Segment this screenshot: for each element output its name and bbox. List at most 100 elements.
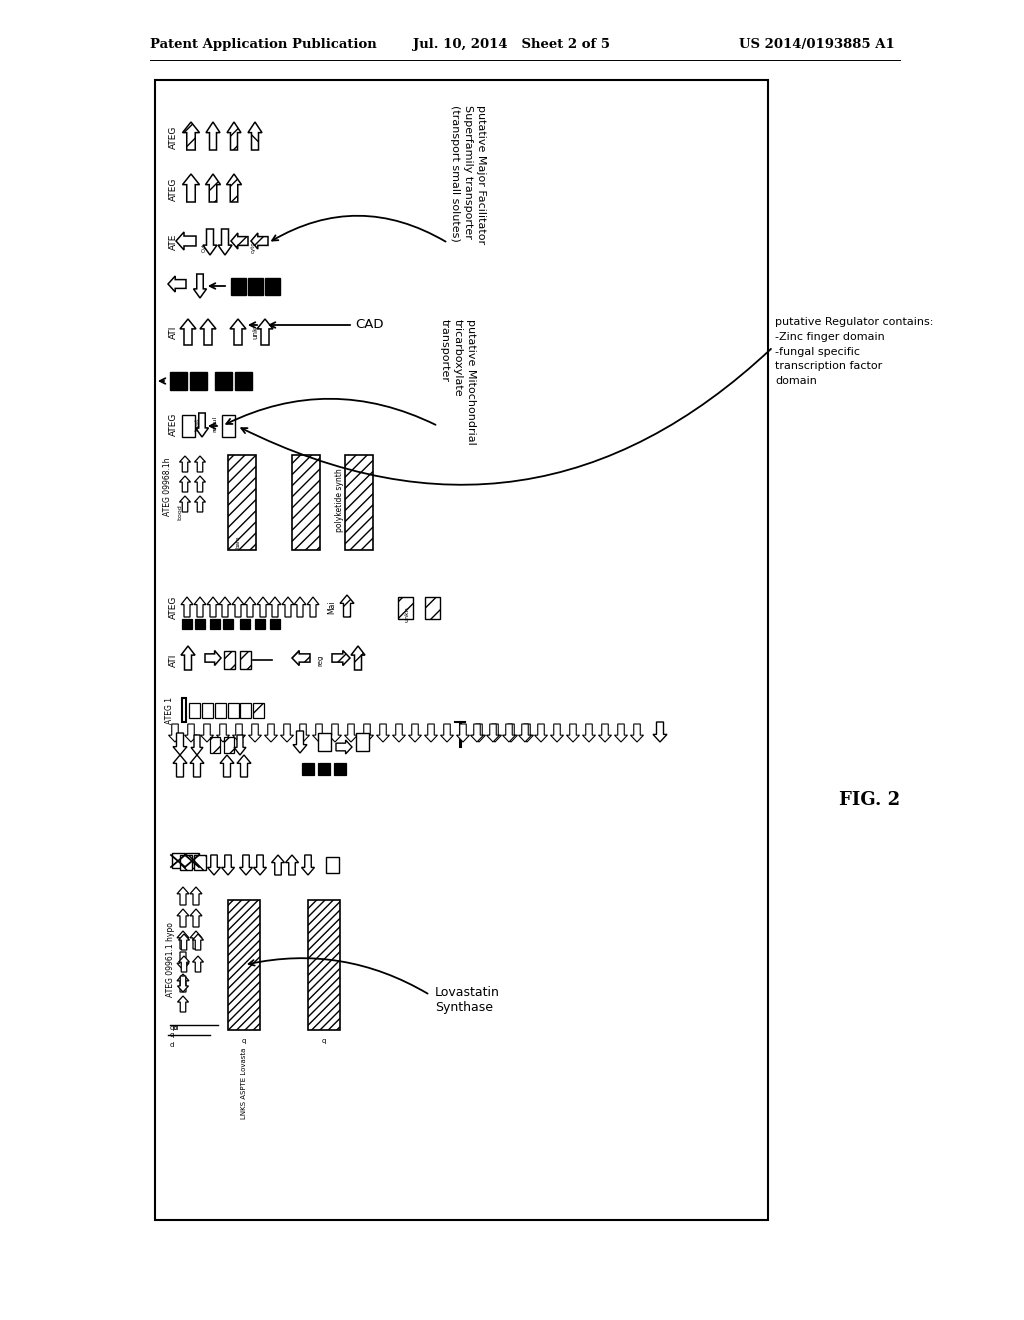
Bar xyxy=(215,704,226,718)
Polygon shape xyxy=(191,735,203,755)
Polygon shape xyxy=(194,275,207,298)
Polygon shape xyxy=(232,597,244,616)
Bar xyxy=(425,597,440,619)
Polygon shape xyxy=(177,975,188,993)
Text: LNKS ASPTE Lovasta: LNKS ASPTE Lovasta xyxy=(241,1048,247,1119)
Bar xyxy=(215,372,232,389)
Bar xyxy=(180,855,193,870)
Polygon shape xyxy=(195,496,206,512)
Polygon shape xyxy=(340,595,354,616)
Text: polyketide synth: polyketide synth xyxy=(336,469,344,532)
Bar xyxy=(202,704,213,718)
Bar xyxy=(222,414,234,437)
Bar xyxy=(224,651,234,669)
Polygon shape xyxy=(614,723,628,742)
Bar xyxy=(265,279,280,294)
Polygon shape xyxy=(180,319,196,345)
Text: unkn: unkn xyxy=(404,606,410,622)
Polygon shape xyxy=(248,121,262,150)
Polygon shape xyxy=(488,723,502,742)
Bar xyxy=(194,855,206,870)
Bar xyxy=(195,619,205,630)
Bar xyxy=(253,704,264,718)
Polygon shape xyxy=(297,723,309,742)
Bar xyxy=(182,698,186,722)
Polygon shape xyxy=(307,597,319,616)
Text: ATEG: ATEG xyxy=(169,125,177,149)
Polygon shape xyxy=(206,174,220,202)
Polygon shape xyxy=(351,645,365,671)
Polygon shape xyxy=(440,723,454,742)
Bar xyxy=(228,704,239,718)
Text: d: d xyxy=(174,1026,178,1031)
Polygon shape xyxy=(249,723,261,742)
Polygon shape xyxy=(177,952,189,970)
Polygon shape xyxy=(216,723,229,742)
Polygon shape xyxy=(282,597,294,616)
Polygon shape xyxy=(218,228,232,255)
Polygon shape xyxy=(231,234,248,249)
Polygon shape xyxy=(179,455,190,473)
Polygon shape xyxy=(203,228,217,255)
Polygon shape xyxy=(206,121,220,150)
Text: reg: reg xyxy=(317,655,323,665)
Polygon shape xyxy=(293,731,307,752)
Text: putative Major Facilitator
Superfamily transporter
(transport small solutes): putative Major Facilitator Superfamily t… xyxy=(450,106,486,244)
Polygon shape xyxy=(566,723,580,742)
Text: unk: unk xyxy=(252,326,258,338)
Polygon shape xyxy=(336,741,352,754)
Text: d: d xyxy=(170,1041,174,1048)
Bar xyxy=(231,279,246,294)
Polygon shape xyxy=(286,855,299,875)
Polygon shape xyxy=(598,723,611,742)
Polygon shape xyxy=(520,723,534,742)
Polygon shape xyxy=(518,723,531,742)
Polygon shape xyxy=(292,651,310,665)
Bar xyxy=(155,81,768,1220)
Polygon shape xyxy=(503,723,515,742)
Polygon shape xyxy=(179,496,190,512)
Polygon shape xyxy=(221,855,234,875)
Bar xyxy=(356,733,369,751)
Polygon shape xyxy=(178,956,189,972)
Text: ATEG: ATEG xyxy=(169,595,177,619)
Polygon shape xyxy=(200,319,216,345)
Bar xyxy=(228,455,256,550)
Text: putative Mitochondrial
tricarboxylate
transporter: putative Mitochondrial tricarboxylate tr… xyxy=(440,319,476,445)
Polygon shape xyxy=(207,597,219,616)
Bar xyxy=(182,414,195,437)
Polygon shape xyxy=(201,723,213,742)
Polygon shape xyxy=(301,855,314,875)
Polygon shape xyxy=(257,597,269,616)
Polygon shape xyxy=(220,755,234,777)
Bar xyxy=(228,900,260,1030)
Text: Lovastatin
Synthase: Lovastatin Synthase xyxy=(435,986,500,1014)
Polygon shape xyxy=(377,723,389,742)
Polygon shape xyxy=(179,477,190,492)
Polygon shape xyxy=(177,931,189,949)
Text: FIG. 2: FIG. 2 xyxy=(840,791,900,809)
Bar xyxy=(182,619,193,630)
Bar xyxy=(189,704,200,718)
Text: putative Regulator contains:
-Zinc finger domain
-fungal specific
transcription : putative Regulator contains: -Zinc finge… xyxy=(775,317,933,387)
Text: bood: bood xyxy=(177,504,182,520)
Polygon shape xyxy=(196,413,209,437)
Polygon shape xyxy=(190,755,204,777)
Text: ATI: ATI xyxy=(169,653,177,667)
Polygon shape xyxy=(472,723,485,742)
Polygon shape xyxy=(227,121,241,150)
Text: Jul. 10, 2014   Sheet 2 of 5: Jul. 10, 2014 Sheet 2 of 5 xyxy=(414,38,610,51)
Polygon shape xyxy=(344,723,357,742)
Bar xyxy=(270,619,280,630)
Polygon shape xyxy=(193,935,204,950)
Polygon shape xyxy=(219,597,231,616)
Polygon shape xyxy=(535,723,548,742)
Polygon shape xyxy=(257,319,273,345)
Polygon shape xyxy=(173,733,187,755)
Bar xyxy=(302,763,314,775)
Polygon shape xyxy=(237,755,251,777)
Polygon shape xyxy=(177,997,188,1012)
Bar xyxy=(318,763,330,775)
Polygon shape xyxy=(392,723,406,742)
Polygon shape xyxy=(264,723,278,742)
